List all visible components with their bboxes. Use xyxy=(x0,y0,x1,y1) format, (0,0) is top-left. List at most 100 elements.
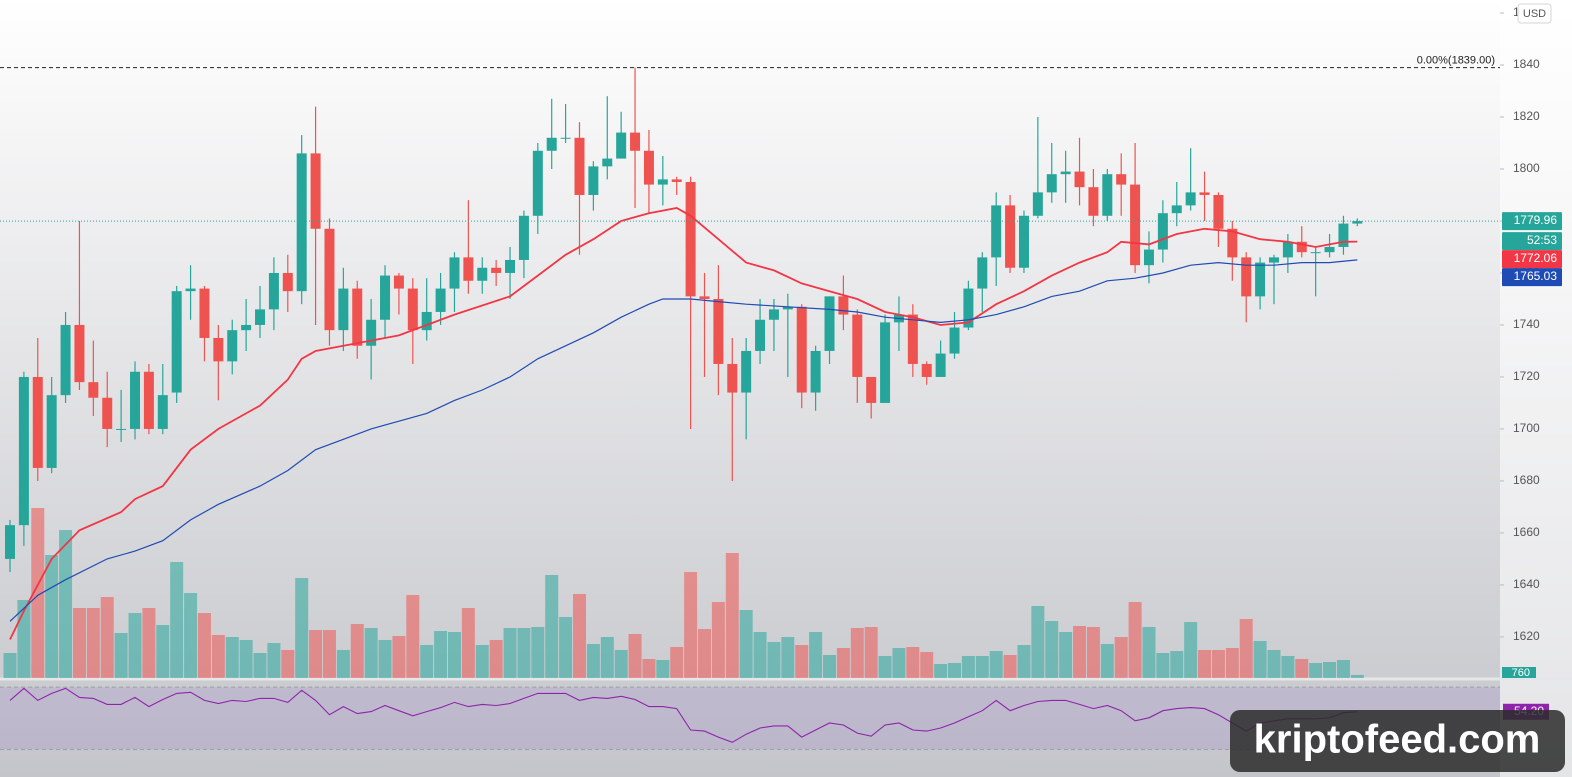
candle-body xyxy=(1074,171,1085,188)
volume-bar xyxy=(3,653,17,678)
volume-bar xyxy=(1267,650,1281,678)
candle-body xyxy=(782,306,793,310)
volume-bar xyxy=(45,555,59,678)
candle-body xyxy=(157,395,168,429)
candle-body xyxy=(1338,223,1349,247)
y-tick-label: 1800 xyxy=(1513,161,1540,175)
volume-bar xyxy=(1184,622,1198,678)
volume-bar xyxy=(934,664,948,678)
volume-bar xyxy=(378,640,392,678)
candle-body xyxy=(213,337,224,362)
candle-body xyxy=(310,153,321,229)
candle-body xyxy=(1157,213,1168,250)
candle-body xyxy=(1060,171,1071,175)
currency-label[interactable]: USD xyxy=(1523,8,1546,20)
candle-body xyxy=(74,324,85,383)
y-tick-label: 1680 xyxy=(1513,473,1540,487)
volume-bar xyxy=(489,640,503,678)
candle-body xyxy=(838,296,849,315)
candle-body xyxy=(630,132,641,151)
volume-bar xyxy=(1281,656,1295,678)
volume-bar xyxy=(1100,644,1114,678)
candle-body xyxy=(60,324,71,396)
volume-bar xyxy=(1211,650,1225,678)
volume-bar xyxy=(572,594,586,678)
volume-bar xyxy=(698,629,711,678)
volume-bar xyxy=(656,660,670,678)
volume-bar xyxy=(447,632,461,678)
volume-bar xyxy=(114,633,128,678)
candle-body xyxy=(1130,184,1141,266)
volume-bar xyxy=(475,645,489,678)
candle-body xyxy=(755,319,766,351)
candle-body xyxy=(366,319,377,346)
candle-body xyxy=(574,137,585,195)
candle-body xyxy=(532,150,543,216)
moving-average-tag: 1772.06 xyxy=(1514,251,1558,265)
candle-body xyxy=(143,371,154,429)
volume-tag: 760 xyxy=(1512,667,1530,679)
candle-body xyxy=(866,376,877,403)
volume-bar xyxy=(1170,651,1184,678)
volume-bar xyxy=(239,640,253,678)
candle-body xyxy=(324,228,335,331)
candle-body xyxy=(977,257,988,289)
candle-body xyxy=(852,314,863,377)
volume-bar xyxy=(267,643,281,678)
y-tick-label: 1820 xyxy=(1513,109,1540,123)
candle-body xyxy=(199,288,210,338)
volume-bar xyxy=(1350,674,1364,678)
candle-body xyxy=(949,327,960,354)
volume-bar xyxy=(1309,663,1323,678)
candle-body xyxy=(185,288,196,292)
candle-body xyxy=(102,397,113,429)
currency-button[interactable] xyxy=(1517,3,1552,24)
candle-body xyxy=(1296,241,1307,253)
candle-body xyxy=(671,179,682,182)
volume-bar xyxy=(809,632,823,678)
volume-bar xyxy=(59,530,73,678)
candle-body xyxy=(741,350,752,393)
candle-body xyxy=(810,350,821,393)
volume-bar xyxy=(545,575,559,678)
volume-bar xyxy=(711,602,725,678)
candle-body xyxy=(1282,241,1293,258)
price-layer xyxy=(0,67,1500,640)
volume-bar xyxy=(517,628,531,678)
candle-body xyxy=(727,363,738,393)
candle-body xyxy=(1310,252,1321,254)
candle-body xyxy=(88,382,99,398)
candle-body xyxy=(421,311,432,331)
volume-bar xyxy=(1073,626,1087,678)
candle-body xyxy=(963,288,974,328)
y-tick-label: 1620 xyxy=(1513,629,1540,643)
volume-bar xyxy=(225,637,239,678)
candle-body xyxy=(1324,246,1335,253)
candle-body xyxy=(1018,215,1029,268)
current-price-tag-bg xyxy=(1502,212,1562,231)
candle-body xyxy=(1032,192,1043,216)
candle-body xyxy=(1255,262,1266,297)
candle-body xyxy=(880,322,891,403)
volume-bar xyxy=(184,593,198,678)
candle-body xyxy=(338,288,349,331)
candle-body xyxy=(921,363,932,377)
volume-bar xyxy=(406,595,420,678)
candle-body xyxy=(768,309,779,320)
volume-bar xyxy=(684,572,698,678)
volume-bar xyxy=(336,650,350,678)
candle-body xyxy=(5,525,15,559)
volume-bar xyxy=(322,630,336,678)
countdown-tag-bg xyxy=(1502,232,1562,251)
volume-bar xyxy=(920,652,934,678)
volume-bar xyxy=(628,634,642,678)
candle-body xyxy=(602,158,613,167)
volume-bar xyxy=(600,637,614,678)
watermark-bg xyxy=(1230,710,1565,772)
volume-bar xyxy=(142,608,156,678)
volume-bar xyxy=(1114,637,1128,678)
moving-average-tag-bg xyxy=(1502,250,1562,269)
volume-bar xyxy=(559,617,573,678)
volume-bar xyxy=(753,632,767,678)
volume-layer xyxy=(3,508,1364,678)
